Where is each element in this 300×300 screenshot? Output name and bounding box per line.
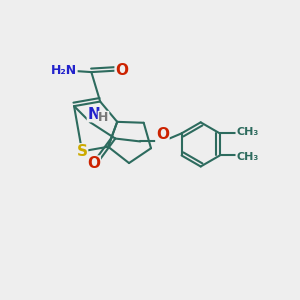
Text: N: N (87, 106, 100, 122)
Text: H₂N: H₂N (51, 64, 77, 77)
Text: S: S (76, 144, 88, 159)
Text: O: O (156, 128, 169, 142)
Text: CH₃: CH₃ (236, 152, 258, 162)
Text: CH₃: CH₃ (236, 127, 258, 137)
Text: O: O (87, 156, 100, 171)
Text: O: O (115, 63, 128, 78)
Text: H: H (98, 111, 109, 124)
